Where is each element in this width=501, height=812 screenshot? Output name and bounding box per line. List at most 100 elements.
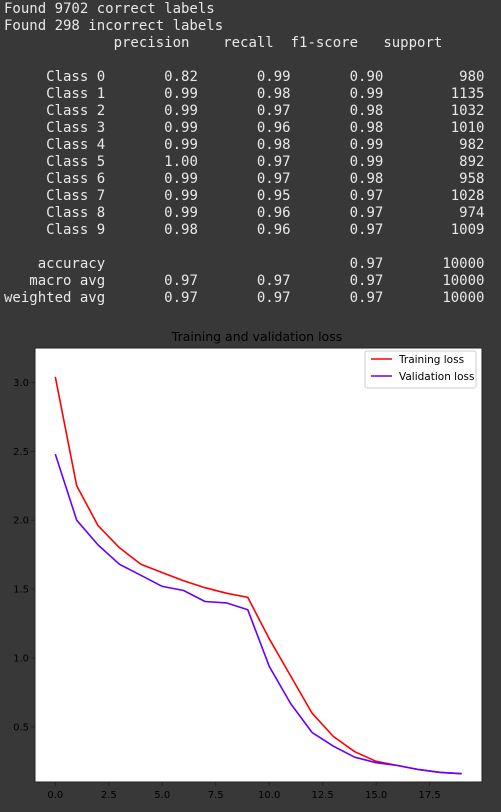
- row-f1-score: 0.99: [290, 137, 384, 153]
- x-tick-label: 12.5: [312, 790, 334, 801]
- row-precision: [105, 256, 198, 272]
- x-axis: 0.0 2.5 5.0 7.5 10.0 12.5 15.0 17.5: [47, 782, 441, 801]
- row-label: Class 9: [4, 222, 106, 238]
- row-precision: 0.97: [105, 290, 198, 306]
- header-f1-score: f1-score: [290, 35, 359, 51]
- summary-incorrect-line: Found 298 incorrect labels: [4, 18, 224, 34]
- legend-box: [364, 350, 477, 389]
- report-row: Class 8 0.99 0.96 0.97 974: [4, 205, 484, 222]
- x-tick-label: 17.5: [418, 790, 440, 801]
- row-recall: 0.96: [197, 120, 291, 136]
- row-support: 982: [383, 137, 485, 153]
- y-tick-label: 2.0: [13, 516, 29, 527]
- class-report-rows: Class 0 0.82 0.99 0.90 980 Class 1 0.99 …: [4, 69, 484, 239]
- y-tick-label: 3.0: [13, 378, 29, 389]
- row-precision: 0.99: [105, 188, 198, 204]
- row-f1-score: 0.97: [290, 273, 384, 289]
- report-header-line: precision recall f1-score support: [4, 35, 484, 52]
- header-precision: precision: [113, 35, 190, 51]
- row-f1-score: 0.97: [290, 256, 384, 272]
- row-f1-score: 0.97: [290, 222, 384, 238]
- row-recall: [198, 256, 291, 272]
- row-support: 1028: [383, 188, 485, 204]
- row-recall: 0.96: [197, 222, 291, 238]
- row-precision: 0.99: [105, 120, 198, 136]
- row-f1-score: 0.98: [290, 103, 384, 119]
- report-row: Class 7 0.99 0.95 0.97 1028: [4, 188, 484, 205]
- row-label: Class 0: [4, 69, 106, 85]
- row-precision: 0.99: [105, 86, 198, 102]
- row-f1-score: 0.98: [290, 120, 384, 136]
- row-support: 1032: [383, 103, 485, 119]
- row-precision: 0.82: [105, 69, 198, 85]
- y-tick-label: 2.5: [13, 447, 29, 458]
- legend: Training loss Validation loss: [364, 350, 477, 389]
- row-precision: 0.97: [105, 273, 198, 289]
- row-recall: 0.96: [197, 205, 291, 221]
- row-label: Class 5: [4, 154, 106, 170]
- header-support: support: [383, 35, 443, 51]
- x-tick-label: 15.0: [365, 790, 387, 801]
- row-precision: 1.00: [105, 154, 198, 170]
- series-lines: [54, 376, 462, 775]
- y-tick-label: 1.0: [13, 654, 29, 665]
- row-label: macro avg: [4, 273, 106, 289]
- report-row: Class 2 0.99 0.97 0.98 1032: [4, 103, 484, 120]
- report-row: Class 5 1.00 0.97 0.99 892: [4, 154, 484, 171]
- report-header-gap: [358, 35, 383, 51]
- row-precision: 0.99: [105, 103, 198, 119]
- row-label: Class 7: [4, 188, 106, 204]
- row-support: 1135: [383, 86, 485, 102]
- y-tick-label: 1.5: [13, 585, 29, 596]
- y-tick-label: 0.5: [13, 722, 29, 733]
- report-row: Class 0 0.82 0.99 0.90 980: [4, 69, 484, 86]
- row-label: Class 4: [4, 137, 106, 153]
- row-support: 10000: [383, 256, 485, 272]
- x-tick-label: 7.5: [208, 790, 224, 801]
- report-header-label-spacer: [4, 35, 114, 51]
- row-f1-score: 0.90: [290, 69, 384, 85]
- loss-chart-svg: Training and validation loss 0.0 2.5 5.0 7.…: [0, 326, 501, 807]
- row-precision: 0.98: [105, 222, 198, 238]
- report-row: Class 3 0.99 0.96 0.98 1010: [4, 120, 484, 137]
- row-recall: 0.98: [197, 86, 291, 102]
- plot-area: [34, 347, 483, 783]
- row-label: Class 2: [4, 103, 106, 119]
- row-f1-score: 0.97: [290, 188, 384, 204]
- loss-chart: Training and validation loss 0.0 2.5 5.0 7.…: [0, 326, 501, 807]
- row-support: 1009: [383, 222, 485, 238]
- report-row: Class 4 0.99 0.98 0.99 982: [4, 137, 484, 154]
- report-row: Class 1 0.99 0.98 0.99 1135: [4, 86, 484, 103]
- row-label: Class 6: [4, 171, 106, 187]
- legend-validation-label: Validation loss: [399, 371, 474, 383]
- row-recall: 0.97: [197, 171, 291, 187]
- report-row: Class 6 0.99 0.97 0.98 958: [4, 171, 484, 188]
- row-recall: 0.95: [197, 188, 291, 204]
- blank-line: [4, 239, 484, 256]
- row-precision: 0.99: [105, 171, 198, 187]
- row-support: 1010: [383, 120, 485, 136]
- row-label: Class 3: [4, 120, 106, 136]
- row-precision: 0.99: [105, 205, 198, 221]
- console-output: Found 9702 correct labels Found 298 incor…: [4, 1, 484, 307]
- x-tick-label: 0.0: [47, 790, 63, 801]
- row-recall: 0.98: [197, 137, 291, 153]
- legend-training-label: Training loss: [398, 354, 464, 366]
- row-recall: 0.97: [197, 273, 291, 289]
- row-f1-score: 0.97: [290, 205, 384, 221]
- row-f1-score: 0.99: [290, 154, 384, 170]
- row-label: Class 8: [4, 205, 106, 221]
- row-label: accuracy: [4, 256, 106, 272]
- row-support: 974: [383, 205, 485, 221]
- x-tick-label: 5.0: [154, 790, 170, 801]
- row-precision: 0.99: [105, 137, 198, 153]
- validation-loss-line: [54, 453, 462, 775]
- row-f1-score: 0.97: [290, 290, 384, 306]
- row-support: 980: [383, 69, 485, 85]
- report-row: macro avg 0.97 0.97 0.97 10000: [4, 273, 484, 290]
- report-row: Class 9 0.98 0.96 0.97 1009: [4, 222, 484, 239]
- row-support: 958: [383, 171, 485, 187]
- x-tick-label: 10.0: [258, 790, 280, 801]
- row-f1-score: 0.99: [290, 86, 384, 102]
- row-label: Class 1: [4, 86, 106, 102]
